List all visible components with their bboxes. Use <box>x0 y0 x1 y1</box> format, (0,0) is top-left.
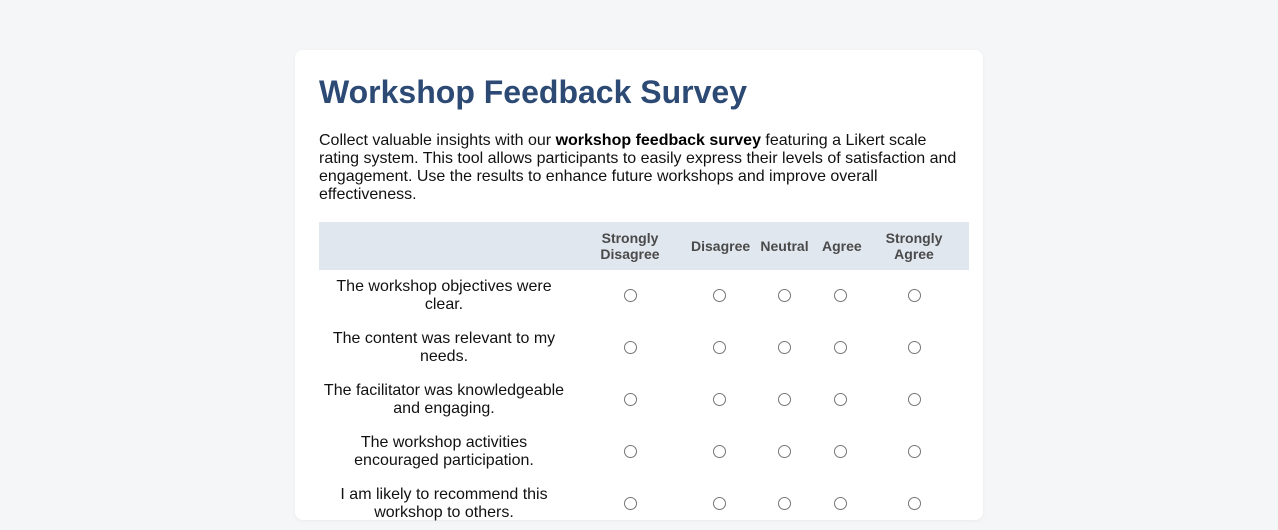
question-row: I am likely to recommend this workshop t… <box>319 478 969 530</box>
question-text: I am likely to recommend this workshop t… <box>340 486 548 521</box>
radio-neutral[interactable] <box>778 341 791 355</box>
radio-strongly-disagree[interactable] <box>623 393 637 407</box>
answer-cell <box>569 426 691 478</box>
answer-cell <box>569 322 691 374</box>
radio-neutral[interactable] <box>778 497 791 511</box>
radio-disagree[interactable] <box>712 393 726 407</box>
radio-neutral[interactable] <box>778 393 791 407</box>
radio-strongly-agree[interactable] <box>907 445 921 459</box>
answer-cell <box>691 374 747 426</box>
header-row: Strongly Disagree Disagree Neutral Agree… <box>319 222 969 270</box>
answer-cell <box>747 478 822 530</box>
answer-cell <box>822 478 859 530</box>
radio-agree[interactable] <box>834 289 847 303</box>
likert-body: The workshop objectives were clear. The … <box>319 270 969 530</box>
answer-cell <box>859 478 969 530</box>
question-row: The facilitator was knowledgeable and en… <box>319 374 969 426</box>
scale-header-neutral: Neutral <box>747 222 822 270</box>
answer-cell <box>859 426 969 478</box>
radio-strongly-agree[interactable] <box>907 289 921 303</box>
answer-cell <box>691 270 747 322</box>
radio-neutral[interactable] <box>778 289 791 303</box>
intro-text-end: featuring a Likert scale rating system. … <box>319 132 957 203</box>
question-text: The workshop objectives were clear. <box>336 278 552 313</box>
question-text: The facilitator was knowledgeable and en… <box>323 382 565 417</box>
likert-header: Strongly Disagree Disagree Neutral Agree… <box>319 222 969 270</box>
answer-cell <box>747 374 822 426</box>
answer-cell <box>822 270 859 322</box>
radio-disagree[interactable] <box>712 289 726 303</box>
answer-cell <box>569 374 691 426</box>
radio-strongly-disagree[interactable] <box>623 445 637 459</box>
radio-neutral[interactable] <box>778 445 791 459</box>
radio-disagree[interactable] <box>712 497 726 511</box>
radio-strongly-agree[interactable] <box>907 341 921 355</box>
answer-cell <box>691 322 747 374</box>
likert-table: Strongly Disagree Disagree Neutral Agree… <box>319 222 969 530</box>
answer-cell <box>822 426 859 478</box>
answer-cell <box>747 270 822 322</box>
statement-column-header <box>319 222 569 270</box>
question-row: The content was relevant to my needs. <box>319 322 969 374</box>
intro-text-start: Collect valuable insights with our <box>319 132 556 149</box>
answer-cell <box>691 426 747 478</box>
intro-text-bold: workshop feedback survey <box>555 132 761 149</box>
question-row: The workshop activities encouraged parti… <box>319 426 969 478</box>
radio-strongly-disagree[interactable] <box>623 289 637 303</box>
radio-disagree[interactable] <box>712 445 726 459</box>
question-text: The content was relevant to my needs. <box>332 330 556 365</box>
radio-agree[interactable] <box>834 445 847 459</box>
radio-agree[interactable] <box>834 341 847 355</box>
question-row: The workshop objectives were clear. <box>319 270 969 322</box>
answer-cell <box>859 374 969 426</box>
radio-strongly-agree[interactable] <box>907 393 921 407</box>
answer-cell <box>747 426 822 478</box>
question-text: The workshop activities encouraged parti… <box>354 434 534 469</box>
scale-header-strongly-agree: Strongly Agree <box>859 222 969 270</box>
radio-strongly-disagree[interactable] <box>623 497 637 511</box>
answer-cell <box>569 270 691 322</box>
survey-description: Collect valuable insights with our works… <box>319 132 964 204</box>
answer-cell <box>747 322 822 374</box>
answer-cell <box>859 322 969 374</box>
radio-strongly-agree[interactable] <box>907 497 921 511</box>
scale-header-agree: Agree <box>822 222 862 270</box>
answer-cell <box>822 374 859 426</box>
radio-agree[interactable] <box>834 393 847 407</box>
radio-agree[interactable] <box>834 497 847 511</box>
scale-header-disagree: Disagree <box>691 222 750 270</box>
answer-cell <box>569 478 691 530</box>
scale-header-strongly-disagree: Strongly Disagree <box>569 222 691 270</box>
answer-cell <box>691 478 747 530</box>
radio-strongly-disagree[interactable] <box>623 341 637 355</box>
answer-cell <box>822 322 859 374</box>
answer-cell <box>859 270 969 322</box>
survey-card: Workshop Feedback Survey Collect valuabl… <box>295 50 983 521</box>
page-title: Workshop Feedback Survey <box>319 74 747 110</box>
radio-disagree[interactable] <box>712 341 726 355</box>
